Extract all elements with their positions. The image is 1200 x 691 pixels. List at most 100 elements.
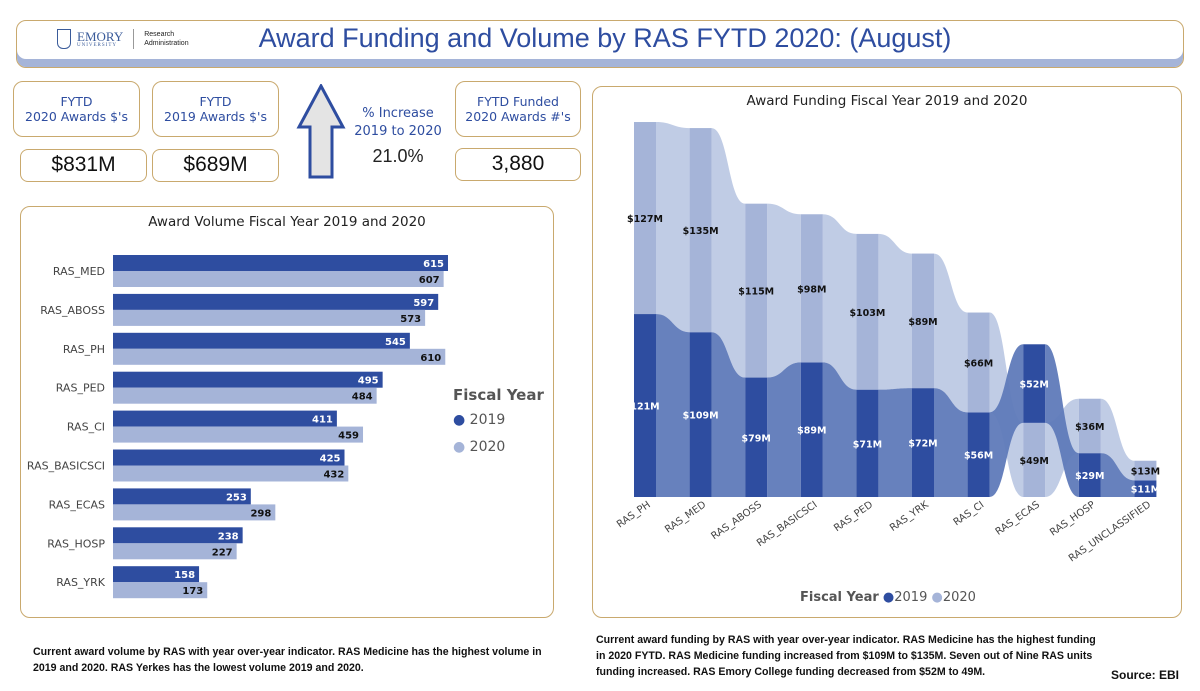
data-label: 253 [226,492,247,503]
arrow-up-icon [296,84,346,179]
category-label: RAS_PED [56,382,105,395]
data-label: $135M [683,226,719,237]
category-label: RAS_CI [67,421,105,434]
data-label: 425 [320,454,341,465]
bar-2020 [113,271,444,287]
shield-icon [57,29,71,49]
category-label: RAS_MED [53,265,105,278]
data-label: 597 [413,298,434,309]
legend-label: 2019 [469,412,506,428]
category-label: RAS_BASICSCI [755,499,819,549]
bar-2019 [856,389,879,497]
dot-icon: ● [453,412,466,428]
kpi-2019-label: FYTD 2019 Awards $'s [152,81,279,137]
category-label: RAS_PED [832,499,875,534]
category-label: RAS_ABOSS [709,499,763,542]
logo-sub: UNIVERSITY [77,42,117,48]
volume-legend-title: Fiscal Year [453,386,544,404]
bar-2019 [912,388,934,497]
data-label: $103M [849,308,885,319]
data-label: $66M [964,358,993,369]
ribbon-2019 [822,362,857,497]
ribbon-2020 [1100,398,1135,481]
data-label: $11M [1131,485,1160,496]
data-label: 432 [323,470,344,481]
volume-chart-title: Award Volume Fiscal Year 2019 and 2020 [148,214,426,230]
data-label: $127M [627,214,663,225]
data-label: $72M [908,439,937,450]
category-label: RAS_CI [952,499,987,528]
bar-2019 [113,410,337,427]
bar-2020 [113,504,276,521]
category-label: RAS_ECAS [994,499,1042,537]
ribbon-2019 [878,388,912,497]
bar-2019 [1023,344,1046,423]
kpi-2020-value: $831M [20,149,147,182]
data-label: 484 [352,392,373,403]
data-label: $29M [1075,471,1104,482]
kpi-label: FYTD [199,94,232,109]
kpi-label: 2020 Awards $'s [25,109,128,124]
category-label: RAS_PH [615,499,653,530]
bar-2019 [634,314,656,497]
bar-2020 [113,465,349,482]
bar-2019 [689,332,712,497]
kpi-increase-value: 21.0% [372,146,424,166]
bar-2019 [113,527,243,544]
data-label: 615 [423,259,444,270]
funding-note: Current award funding by RAS with year o… [596,634,1096,678]
bar-2019 [113,255,448,271]
kpi-label: FYTD Funded [477,94,559,109]
data-label: $79M [742,433,771,444]
ribbon-2020 [934,253,968,413]
bar-2020 [912,253,934,389]
legend-2020[interactable]: ● 2020 [453,439,505,455]
data-label: 545 [385,337,406,348]
data-label: 298 [250,508,271,519]
kpi-funded-label: FYTD Funded 2020 Awards #'s [455,81,581,137]
dot-icon: ● [931,590,943,605]
bar-2019 [113,371,383,388]
ribbon-2019 [767,362,801,497]
logo-dept-2: Administration [144,40,189,47]
bar-2020 [1134,460,1157,481]
data-label: 495 [358,376,379,387]
data-label: 610 [420,353,441,364]
kpi-label: 2019 to 2020 [354,124,442,139]
logo-dept-1: Research [144,31,175,38]
ribbon-2020 [711,128,746,378]
legend-label: 2019 [894,590,928,605]
kpi-increase-label: % Increase 2019 to 2020 [344,105,452,141]
bar-2020 [745,203,768,378]
data-label: $98M [797,284,826,295]
legend-label: 2020 [942,590,976,605]
legend-2019[interactable]: ●2019 [883,590,927,605]
bar-2020 [113,387,377,404]
bar-2019 [967,412,990,497]
bar-2020 [1078,398,1101,454]
data-label: $13M [1131,467,1160,478]
ribbon-2019 [711,332,746,497]
kpi-label: 2019 Awards $'s [164,109,267,124]
legend-2019[interactable]: ● 2019 [453,412,505,428]
bar-2019 [113,488,251,505]
data-label: $71M [853,439,882,450]
kpi-label: 2020 Awards #'s [465,109,571,124]
category-label: RAS_HOSP [1048,499,1097,538]
bar-2019 [113,332,410,349]
bar-2020 [113,309,426,326]
funding-chart-title: Award Funding Fiscal Year 2019 and 2020 [746,93,1028,109]
bar-2019 [113,293,439,310]
kpi-2020-label: FYTD 2020 Awards $'s [13,81,140,137]
source-note: Source: EBI [1111,668,1180,682]
ribbon-2019 [656,314,690,497]
category-label: RAS_ABOSS [40,304,105,317]
data-label: $89M [797,426,826,437]
bar-2019 [113,449,345,466]
category-label: RAS_PH [63,343,105,356]
kpi-2019-value: $689M [152,149,279,182]
legend-2020[interactable]: ●2020 [931,590,975,605]
ribbon-2020 [767,203,801,378]
funding-legend-title: Fiscal Year [800,590,879,605]
volume-chart: RAS_MED 615 607 RAS_ABOSS 597 573 RAS_PH 545 610… [27,255,448,599]
